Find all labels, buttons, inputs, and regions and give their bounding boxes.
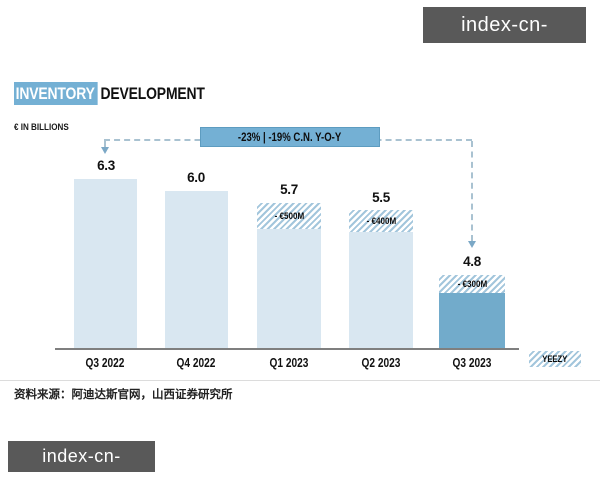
bar-value-label: 5.5 (372, 190, 390, 205)
yoy-connector-right (471, 141, 473, 241)
yeezy-segment-q1-2023: - €500M (257, 203, 321, 229)
axis-unit-label: € IN BILLIONS (14, 122, 69, 133)
bar-q3-2023 (439, 293, 505, 349)
title-rest: DEVELOPMENT (100, 84, 205, 103)
yeezy-segment-label: - €300M (457, 278, 487, 290)
x-tick-label: Q3 2023 (452, 355, 492, 370)
bar-value-label: 6.0 (187, 170, 205, 185)
yoy-annotation-text: -23% | -19% C.N. Y-O-Y (238, 130, 342, 144)
yeezy-segment-q2-2023: - €400M (349, 210, 413, 232)
bar-q1-2023 (257, 229, 321, 349)
bar-q2-2023 (349, 232, 413, 349)
x-axis-line (55, 348, 519, 350)
x-tick-label: Q1 2023 (269, 355, 309, 370)
bar-value-label: 6.3 (97, 158, 115, 173)
yeezy-segment-label: - €500M (274, 210, 304, 222)
arrow-down-icon (468, 241, 476, 248)
source-note: 资料来源：阿迪达斯官网，山西证券研究所 (14, 389, 233, 401)
yoy-annotation-badge: -23% | -19% C.N. Y-O-Y (200, 127, 380, 147)
bar-value-label: 5.7 (280, 182, 298, 197)
title-highlight: INVENTORY (14, 82, 99, 105)
yeezy-segment-label: - €400M (366, 215, 396, 227)
yeezy-segment-q3-2023: - €300M (439, 275, 505, 293)
page-title: INVENTORY DEVELOPMENT (14, 82, 205, 105)
yoy-connector-left (104, 141, 106, 147)
x-tick-label: Q4 2022 (176, 355, 216, 370)
x-tick-label: Q3 2022 (85, 355, 125, 370)
x-tick-label: Q2 2023 (361, 355, 401, 370)
watermark-bottom: index-cn-500.com (8, 441, 155, 480)
footer-divider (0, 380, 600, 381)
watermark-top: index-cn-500.com (423, 7, 586, 72)
bar-value-label: 4.8 (463, 254, 481, 269)
bar-q4-2022 (165, 191, 228, 349)
bar-q3-2022 (74, 179, 137, 349)
arrow-down-icon (101, 147, 109, 154)
legend-yeezy: YEEZY (529, 351, 581, 367)
legend-label: YEEZY (542, 354, 568, 364)
